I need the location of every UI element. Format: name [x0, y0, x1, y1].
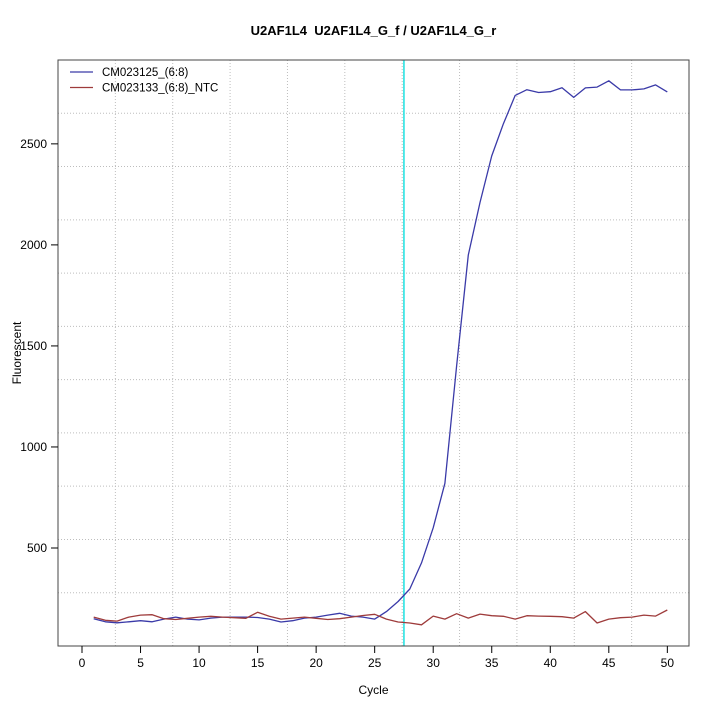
x-axis-label: Cycle [358, 683, 389, 697]
y-tick-label: 2500 [20, 137, 47, 151]
legend-label-0: CM023125_(6:8) [102, 67, 188, 79]
x-tick-label: 50 [661, 656, 675, 670]
y-tick-label: 2000 [20, 238, 47, 252]
x-tick-label: 10 [192, 656, 206, 670]
y-tick-label: 500 [27, 541, 47, 555]
legend-label-1: CM023133_(6:8)_NTC [102, 83, 218, 95]
y-tick-label: 1000 [20, 440, 47, 454]
series-line-0 [93, 80, 668, 624]
x-tick-label: 0 [79, 656, 86, 670]
x-tick-label: 45 [602, 656, 616, 670]
x-tick-label: 5 [137, 656, 144, 670]
x-tick-label: 40 [544, 656, 558, 670]
x-tick-label: 15 [251, 656, 265, 670]
chart-title: U2AF1L4 U2AF1L4_G_f / U2AF1L4_G_r [250, 23, 497, 38]
x-tick-label: 25 [368, 656, 382, 670]
plot-border [57, 59, 690, 647]
x-tick-label: 20 [309, 656, 323, 670]
x-tick-label: 30 [427, 656, 441, 670]
y-tick-label: 1500 [20, 339, 47, 353]
series-line-1 [93, 609, 668, 626]
x-tick-label: 35 [485, 656, 499, 670]
